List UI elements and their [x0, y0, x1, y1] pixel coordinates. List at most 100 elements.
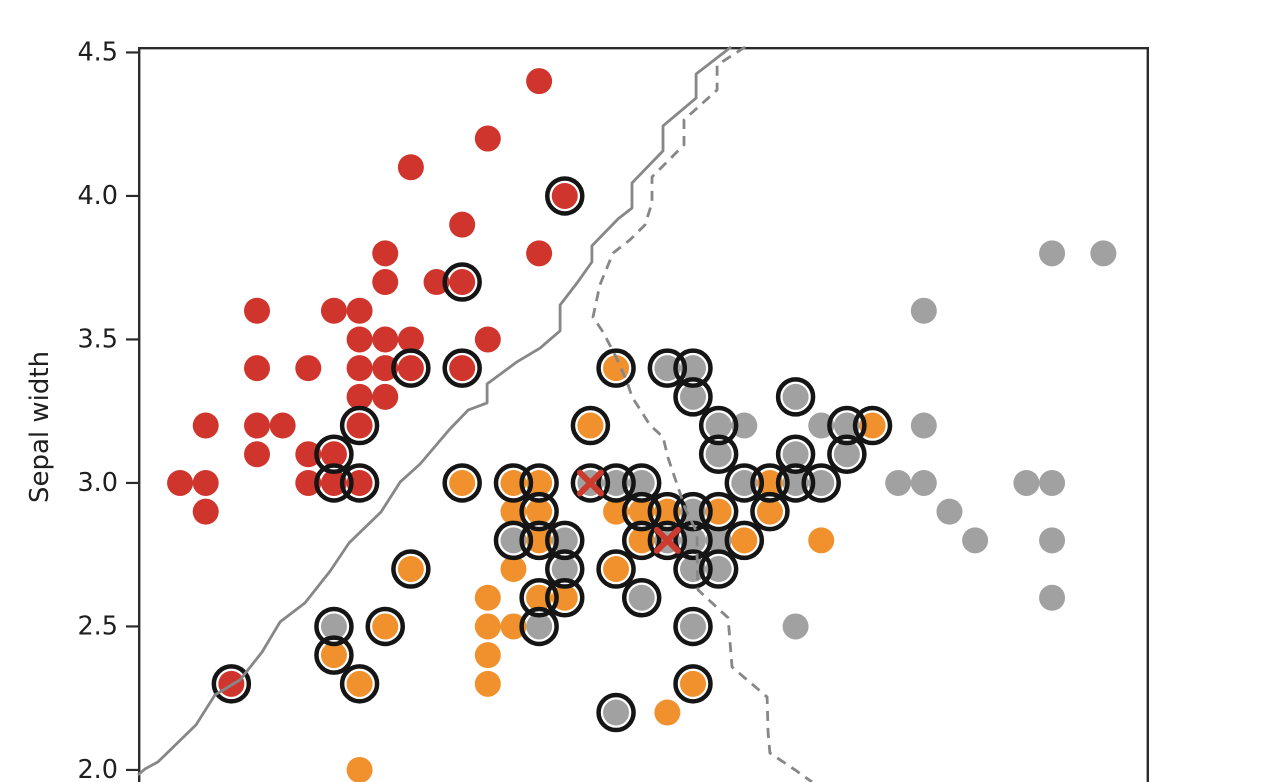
support-ring	[750, 491, 790, 532]
data-point-orange	[808, 527, 835, 554]
data-point-red	[397, 326, 424, 353]
data-point-red	[346, 412, 373, 439]
data-point-gray	[603, 699, 630, 726]
data-point-gray	[833, 412, 860, 439]
support-ring	[801, 463, 841, 503]
data-point-gray	[1013, 469, 1040, 496]
support-ring	[852, 405, 893, 446]
data-point-red	[397, 154, 424, 181]
data-point-gray	[962, 527, 989, 554]
support-ring	[570, 463, 611, 503]
y-tick-label: 4.0	[77, 181, 118, 211]
support-ring	[621, 577, 662, 618]
data-point-red	[320, 469, 347, 496]
data-point-red	[372, 326, 399, 353]
support-ring	[673, 664, 713, 704]
data-point-gray	[1039, 240, 1066, 267]
x-marker	[653, 526, 681, 554]
data-point-red	[295, 469, 322, 496]
data-point-orange	[731, 527, 758, 554]
data-point-orange	[397, 556, 424, 583]
support-ring	[647, 491, 688, 532]
data-point-gray	[782, 613, 809, 640]
data-point-gray	[679, 383, 706, 410]
support-ring	[339, 463, 380, 503]
data-point-red	[346, 469, 373, 496]
support-ring	[545, 577, 585, 618]
data-point-orange	[474, 613, 501, 640]
support-ring	[519, 520, 559, 561]
data-point-gray	[679, 498, 706, 525]
data-point-red	[269, 412, 296, 439]
support-ring	[365, 606, 405, 647]
data-point-gray	[1039, 469, 1066, 496]
data-point-orange	[526, 498, 553, 525]
data-point-gray	[705, 412, 732, 439]
data-point-red	[167, 469, 194, 496]
data-point-gray	[551, 556, 578, 583]
y-tick-label: 3.0	[77, 468, 118, 498]
data-point-orange	[654, 498, 681, 525]
data-point-orange	[346, 670, 373, 697]
support-ring	[827, 405, 867, 446]
data-point-gray	[910, 412, 937, 439]
data-point-red	[346, 326, 373, 353]
y-tick-label: 3.5	[77, 324, 118, 354]
data-point-orange	[577, 412, 604, 439]
data-point-orange	[474, 670, 501, 697]
support-ring	[827, 434, 867, 474]
data-point-gray	[910, 469, 937, 496]
data-point-orange	[372, 613, 399, 640]
data-point-orange	[603, 498, 630, 525]
decision-boundary-dashed	[591, 45, 813, 782]
y-axis-label: Sepal width	[25, 351, 55, 503]
data-point-red	[474, 125, 501, 152]
support-ring	[596, 348, 636, 388]
support-ring	[391, 348, 431, 388]
data-point-gray	[679, 613, 706, 640]
data-point-red	[526, 240, 553, 267]
support-ring	[545, 176, 585, 216]
support-ring	[442, 262, 482, 302]
data-point-red	[320, 441, 347, 468]
data-point-gray	[731, 469, 758, 496]
data-point-gray	[628, 469, 655, 496]
data-point-gray	[808, 412, 835, 439]
data-point-orange	[500, 613, 527, 640]
support-ring	[724, 520, 765, 561]
support-ring	[673, 377, 713, 417]
support-ring	[673, 549, 713, 589]
data-point-red	[192, 412, 219, 439]
data-point-gray	[526, 613, 553, 640]
data-point-gray	[320, 613, 347, 640]
data-point-orange	[346, 756, 373, 782]
data-point-red	[397, 355, 424, 382]
support-ring	[621, 463, 662, 503]
data-point-gray	[1039, 584, 1066, 611]
support-ring	[519, 463, 559, 503]
support-ring	[519, 491, 559, 532]
y-tick-label: 4.5	[77, 37, 118, 67]
support-ring	[596, 692, 636, 733]
support-ring	[519, 606, 559, 647]
data-point-orange	[474, 584, 501, 611]
data-point-red	[244, 412, 271, 439]
data-point-orange	[756, 469, 783, 496]
data-point-red	[244, 355, 271, 382]
support-ring	[442, 348, 482, 388]
support-ring	[545, 549, 585, 589]
data-point-orange	[654, 699, 681, 726]
data-point-red	[423, 269, 450, 296]
support-ring	[673, 606, 713, 647]
data-point-red	[551, 182, 578, 209]
data-point-red	[526, 68, 553, 95]
support-ring	[698, 491, 739, 532]
support-ring	[493, 520, 534, 561]
data-point-gray	[782, 469, 809, 496]
data-point-red	[192, 469, 219, 496]
data-point-red	[192, 498, 219, 525]
data-point-red	[474, 326, 501, 353]
support-ring	[442, 463, 482, 503]
data-point-orange	[756, 498, 783, 525]
